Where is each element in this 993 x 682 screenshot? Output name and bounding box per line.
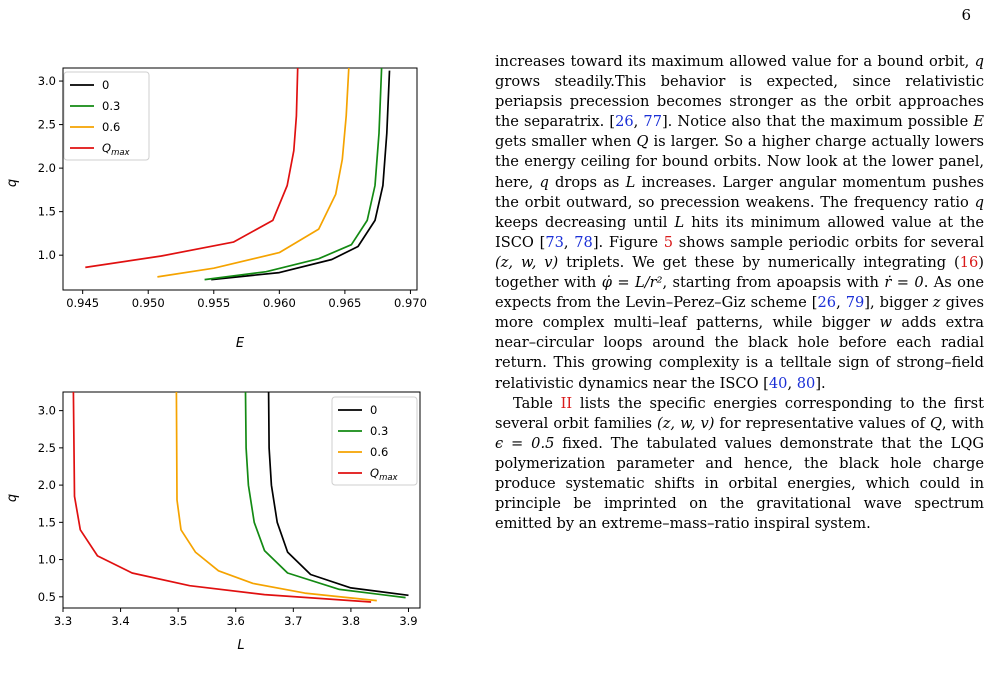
series-line-q_max <box>72 391 372 603</box>
y-tick-label: 2.0 <box>38 478 56 492</box>
citation-link[interactable]: 77 <box>643 113 662 131</box>
legend-label: 0 <box>370 403 377 417</box>
chart-q-vs-E: 0.945 0.950 0.955 0.960 0.965 0.970 1.0 1.5 2.0 2… <box>5 67 427 351</box>
x-tick-label: 0.955 <box>197 296 230 310</box>
legend: 0 0.3 0.6 Qmax <box>63 71 150 161</box>
series-line-0.6 <box>157 67 350 278</box>
y-axis-label: q <box>5 179 20 187</box>
y-tick-label: 3.0 <box>38 404 56 418</box>
y-tick-label: 2.0 <box>38 161 56 175</box>
legend: 0 0.3 0.6 Qmax <box>331 396 418 486</box>
x-tick-label: 0.950 <box>132 296 165 310</box>
x-tick-label: 3.3 <box>54 614 72 628</box>
series-line-0 <box>211 70 391 281</box>
x-tick-label: 3.9 <box>399 614 417 628</box>
ticks-layer: 3.3 3.4 3.5 3.6 3.7 3.8 3.9 0.5 1.0 1.5 2.0 2.5 3.0 <box>38 404 418 628</box>
table-link[interactable]: II <box>560 394 573 412</box>
legend-label: 0 <box>102 78 109 92</box>
x-tick-label: 0.970 <box>394 296 427 310</box>
citation-link[interactable]: 79 <box>845 294 865 312</box>
x-tick-label: 3.8 <box>342 614 360 628</box>
plot-frame <box>62 67 418 291</box>
legend-label: 0.6 <box>102 120 120 134</box>
citation-link[interactable]: 26 <box>817 294 837 312</box>
x-tick-label: 0.965 <box>328 296 361 310</box>
legend-label: 0.3 <box>370 424 388 438</box>
x-tick-label: 0.945 <box>66 296 99 310</box>
paragraph-1: increases toward its maximum allowed val… <box>495 53 985 392</box>
body-text: increases toward its maximum allowed val… <box>495 52 984 534</box>
citation-link[interactable]: 78 <box>574 233 593 251</box>
series-line-0.3 <box>204 67 383 281</box>
chart-q-vs-L: 3.3 3.4 3.5 3.6 3.7 3.8 3.90.51.01.52.02.53.0 … <box>5 391 421 653</box>
series-layer <box>72 391 409 603</box>
y-tick-label: 1.5 <box>38 515 56 529</box>
legend-box <box>63 71 150 161</box>
plot-frame <box>62 391 421 609</box>
x-tick-label: 3.4 <box>111 614 129 628</box>
citation-link[interactable]: 80 <box>796 374 816 392</box>
x-tick-label: 3.7 <box>284 614 302 628</box>
figure-link[interactable]: 5 <box>663 233 674 251</box>
series-line-0 <box>267 391 409 597</box>
series-line-q_max <box>85 67 299 269</box>
x-tick-label: 3.5 <box>169 614 187 628</box>
ticks-layer: 0.945 0.950 0.955 0.960 0.965 0.970 1.0 1.5 2.0 2… <box>38 74 427 310</box>
citation-link[interactable]: 26 <box>615 113 634 131</box>
y-tick-label: 2.5 <box>38 118 56 132</box>
y-tick-label: 0.5 <box>38 590 56 604</box>
legend-label: Qmax <box>102 141 131 158</box>
y-tick-label: 2.5 <box>38 441 56 455</box>
series-layer <box>85 67 391 281</box>
y-tick-label: 1.0 <box>38 248 56 262</box>
legend-label: 0.3 <box>102 99 120 113</box>
y-tick-label: 1.0 <box>38 553 56 567</box>
legend-label: Qmax <box>370 466 399 483</box>
series-line-0.6 <box>175 391 377 602</box>
x-tick-label: 0.960 <box>263 296 296 310</box>
citation-link[interactable]: 40 <box>768 374 788 392</box>
paragraph-2: Table II lists the specific energies cor… <box>495 394 984 533</box>
x-tick-label: 3.6 <box>227 614 245 628</box>
citation-link[interactable]: 73 <box>545 233 564 251</box>
page-number: 6 <box>961 6 971 24</box>
x-axis-label: E <box>236 336 245 351</box>
y-tick-label: 1.5 <box>38 205 56 219</box>
legend-box <box>331 396 418 486</box>
y-tick-label: 3.0 <box>38 74 56 88</box>
x-axis-label: L <box>237 638 244 653</box>
y-axis-label: q <box>5 494 20 502</box>
series-line-0.3 <box>244 391 406 599</box>
legend-label: 0.6 <box>370 445 388 459</box>
equation-link[interactable]: 16 <box>959 253 979 271</box>
